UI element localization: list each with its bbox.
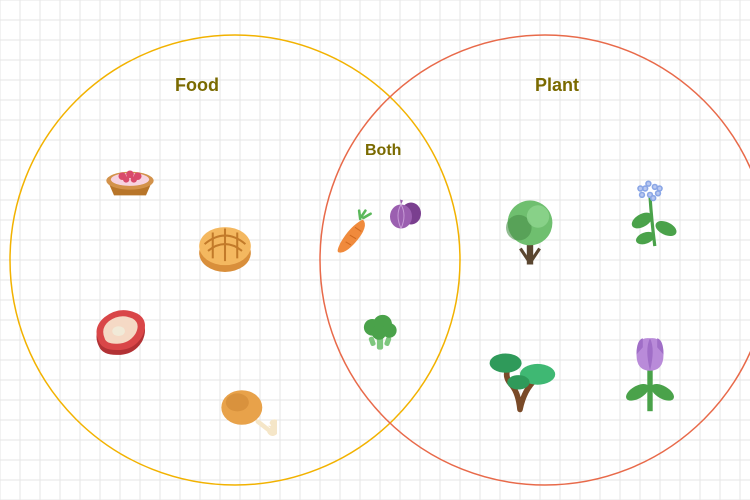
label-both: Both [365,142,401,160]
bread-icon [191,214,259,287]
bonsai-icon [480,338,560,423]
tulip-icon [605,328,695,423]
label-food: Food [175,75,219,96]
tree-icon [490,193,570,278]
chicken-icon [213,376,277,445]
broccoli-icon [354,307,406,364]
steak-icon [85,298,155,373]
label-plant: Plant [535,75,579,96]
tart-icon [98,146,162,215]
venn-diagram: Food Plant Both [0,0,750,500]
hydrangea-icon [610,173,690,258]
onion-icon [380,188,430,243]
carrot-icon [329,207,381,264]
